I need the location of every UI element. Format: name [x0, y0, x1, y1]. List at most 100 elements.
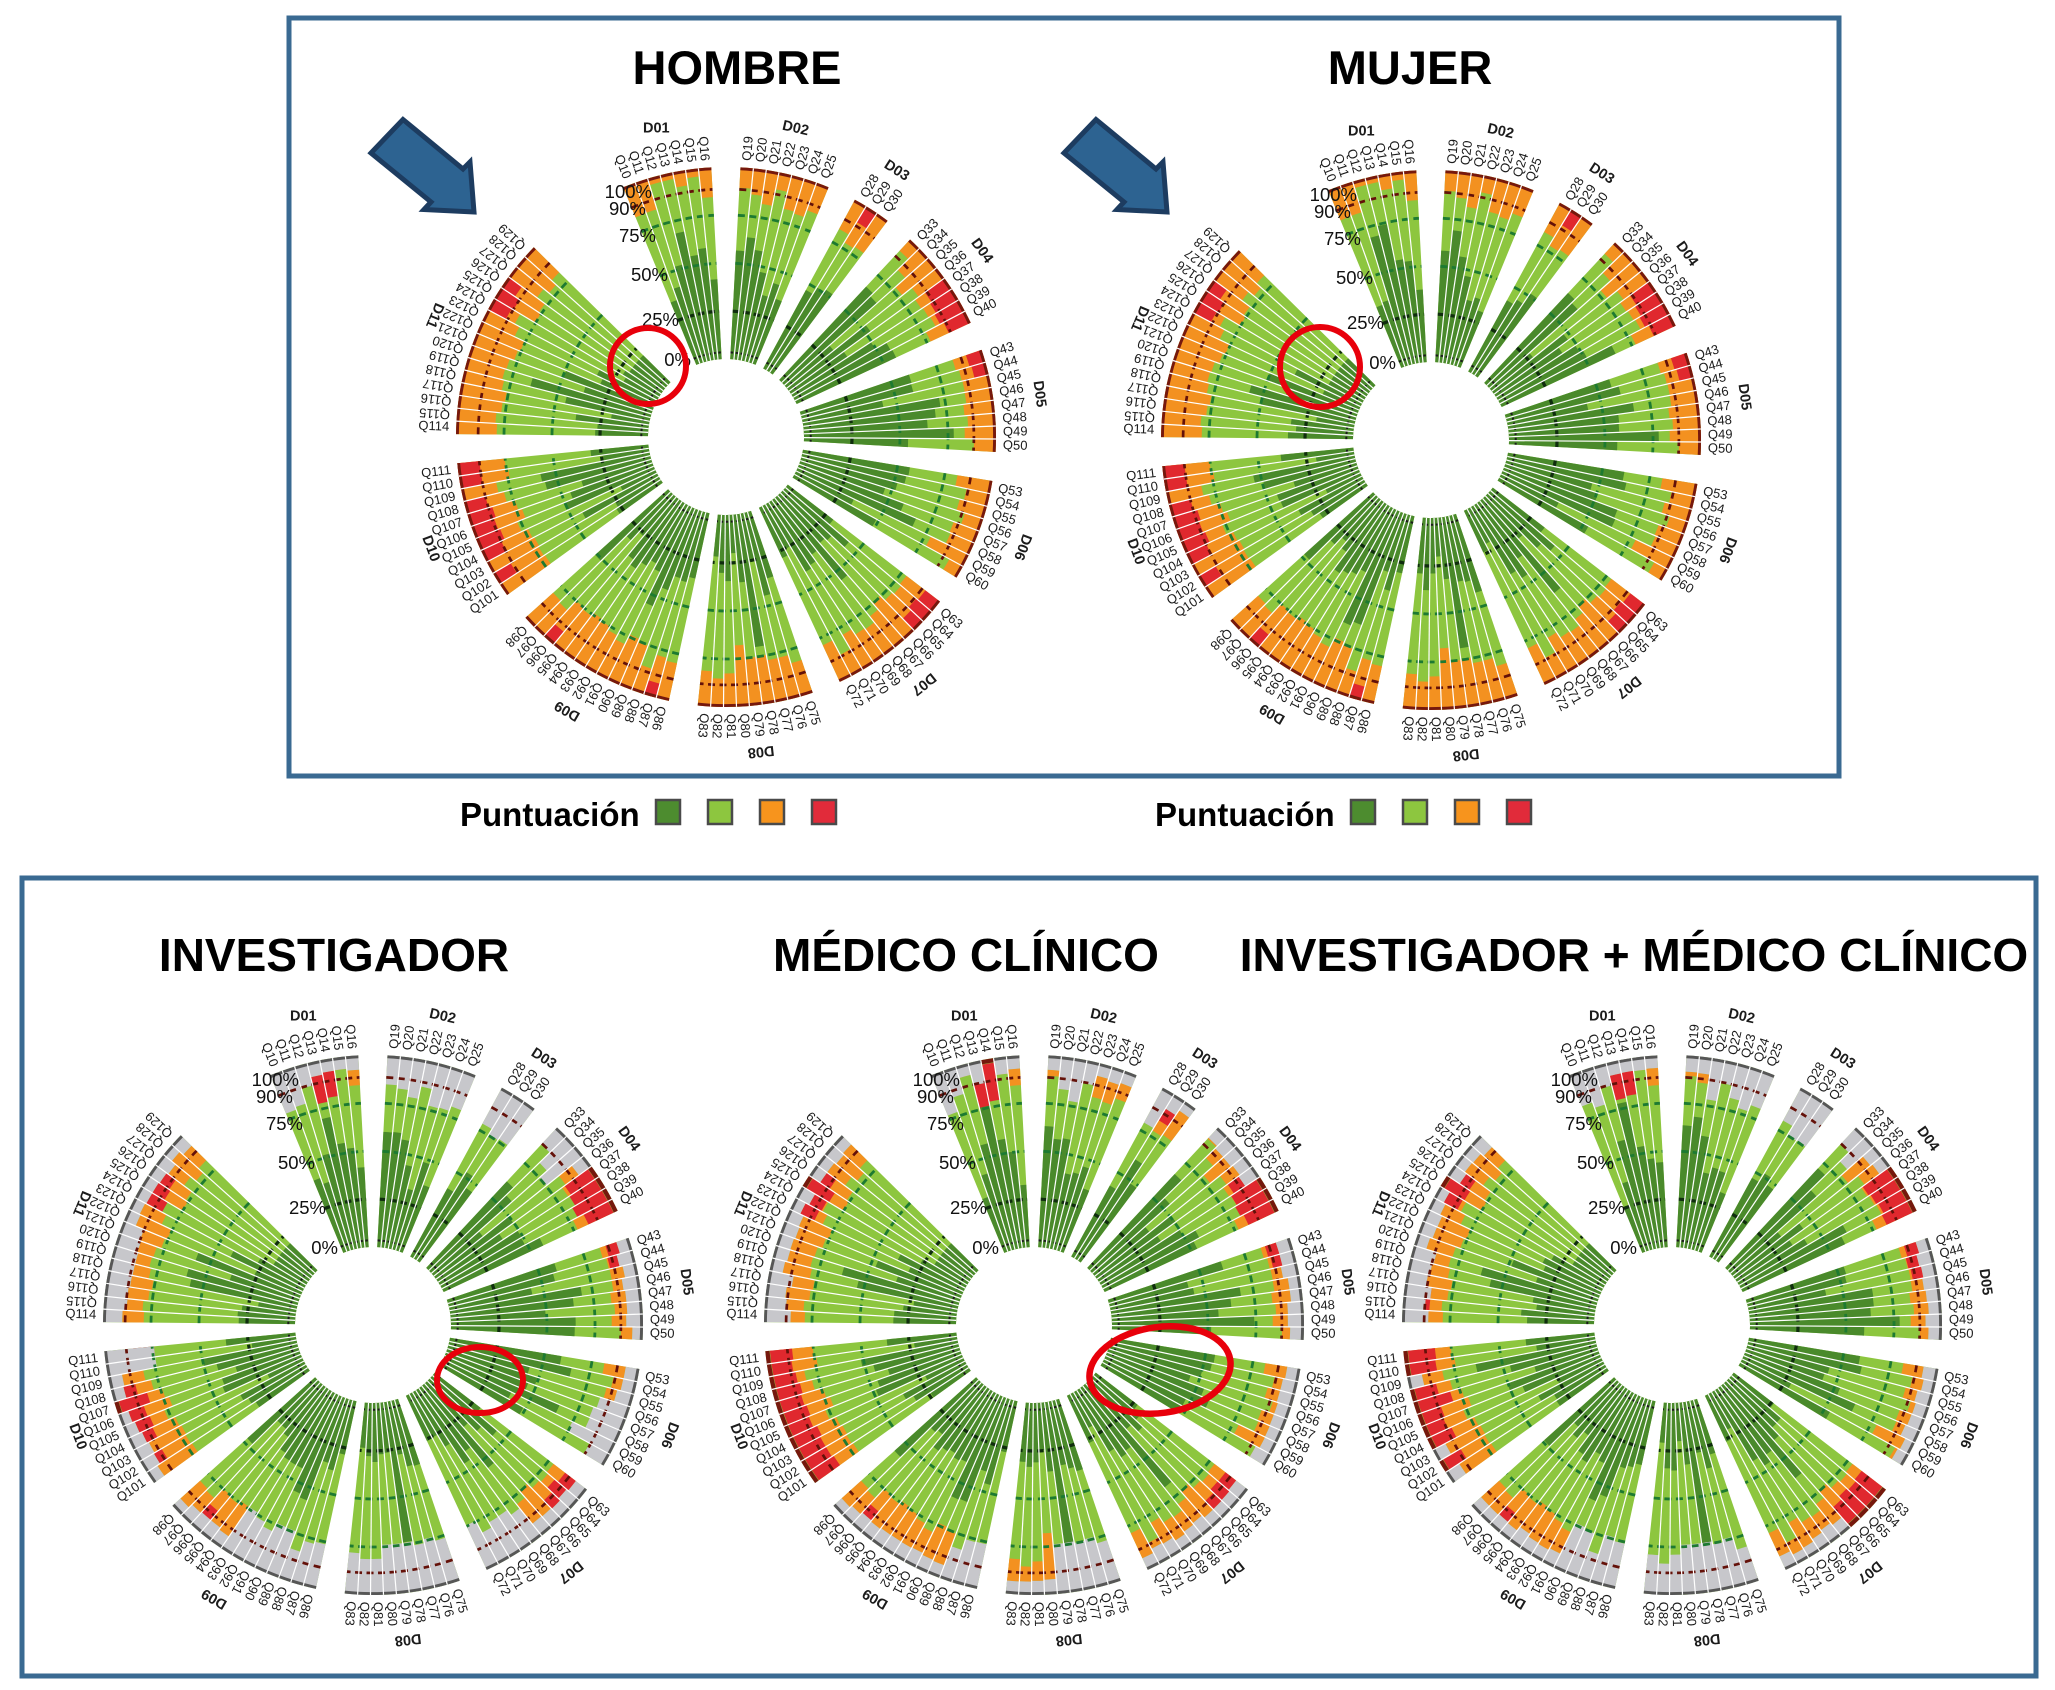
svg-text:Q47: Q47: [647, 1283, 673, 1301]
svg-text:Q11: Q11: [626, 149, 648, 176]
svg-text:Q53: Q53: [644, 1368, 671, 1387]
svg-text:Q46: Q46: [998, 380, 1025, 399]
svg-text:Q110: Q110: [68, 1363, 101, 1383]
svg-text:Q117: Q117: [422, 376, 455, 396]
svg-text:Q13: Q13: [300, 1029, 320, 1056]
svg-text:Q109: Q109: [1128, 491, 1162, 513]
svg-text:Q45: Q45: [1700, 369, 1727, 389]
svg-text:Q75: Q75: [1110, 1587, 1132, 1615]
svg-text:Q22: Q22: [779, 141, 799, 168]
svg-text:Q111: Q111: [420, 462, 451, 481]
svg-text:Q11: Q11: [934, 1037, 956, 1064]
svg-text:Q49: Q49: [1311, 1311, 1336, 1326]
svg-text:Q24: Q24: [1750, 1036, 1772, 1064]
svg-text:Q23: Q23: [1738, 1032, 1759, 1060]
svg-text:Q80: Q80: [1442, 716, 1459, 741]
svg-text:Q50: Q50: [1311, 1325, 1336, 1341]
svg-text:Q22: Q22: [1725, 1029, 1745, 1056]
svg-text:Q118: Q118: [1370, 1249, 1403, 1271]
svg-text:Q12: Q12: [286, 1032, 307, 1060]
svg-text:Q45: Q45: [1941, 1254, 1968, 1274]
svg-text:Q43: Q43: [1296, 1226, 1324, 1248]
svg-text:Q46: Q46: [1703, 383, 1730, 402]
svg-text:MÉDICO CLÍNICO: MÉDICO CLÍNICO: [773, 929, 1159, 981]
svg-text:Q80: Q80: [1683, 1601, 1700, 1626]
svg-text:Q116: Q116: [728, 1278, 761, 1297]
svg-text:Q50: Q50: [1003, 437, 1028, 453]
svg-text:Q114: Q114: [1123, 421, 1154, 437]
svg-text:50%: 50%: [939, 1152, 976, 1173]
svg-text:Q21: Q21: [1073, 1027, 1092, 1054]
svg-text:MUJER: MUJER: [1328, 41, 1493, 94]
svg-text:Q77: Q77: [1085, 1594, 1105, 1621]
svg-text:Q82: Q82: [710, 714, 726, 739]
svg-text:Q46: Q46: [645, 1268, 672, 1287]
svg-text:Q44: Q44: [639, 1240, 667, 1261]
svg-text:D05: D05: [1338, 1268, 1357, 1297]
svg-text:Q77: Q77: [1482, 709, 1502, 736]
svg-text:Q48: Q48: [649, 1297, 674, 1314]
svg-text:75%: 75%: [619, 225, 656, 246]
svg-text:Q80: Q80: [1045, 1601, 1062, 1626]
svg-text:Q83: Q83: [342, 1601, 359, 1627]
svg-text:Q48: Q48: [1948, 1297, 1973, 1314]
svg-text:Q24: Q24: [1112, 1036, 1134, 1064]
svg-text:Q76: Q76: [790, 703, 811, 731]
svg-text:Q24: Q24: [804, 148, 826, 176]
svg-text:75%: 75%: [1565, 1113, 1602, 1134]
svg-text:50%: 50%: [1577, 1152, 1614, 1173]
svg-text:Q21: Q21: [412, 1027, 431, 1054]
svg-text:Q79: Q79: [1696, 1599, 1714, 1625]
svg-text:Q43: Q43: [1934, 1226, 1962, 1248]
svg-text:Q49: Q49: [1949, 1311, 1974, 1326]
svg-text:Q77: Q77: [424, 1594, 444, 1621]
svg-text:Q48: Q48: [1707, 412, 1732, 429]
svg-text:Q76: Q76: [437, 1591, 458, 1619]
svg-text:100%: 100%: [1310, 184, 1357, 205]
svg-text:Q20: Q20: [752, 137, 770, 163]
svg-text:Q53: Q53: [1305, 1368, 1332, 1387]
svg-text:Q14: Q14: [975, 1027, 994, 1054]
svg-text:Q23: Q23: [1497, 147, 1518, 175]
svg-text:Q13: Q13: [1358, 144, 1378, 171]
svg-text:Q110: Q110: [421, 475, 454, 495]
svg-text:Q44: Q44: [992, 352, 1020, 373]
svg-text:25%: 25%: [1588, 1197, 1625, 1218]
svg-text:Q80: Q80: [737, 713, 754, 738]
svg-text:Q47: Q47: [1000, 395, 1026, 413]
svg-text:D01: D01: [1589, 1009, 1616, 1025]
svg-text:Q83: Q83: [1641, 1601, 1658, 1627]
svg-text:0%: 0%: [972, 1237, 999, 1258]
svg-text:Q116: Q116: [67, 1278, 100, 1297]
svg-text:D08: D08: [747, 742, 775, 761]
svg-text:Q87: Q87: [635, 701, 656, 729]
svg-text:Q23: Q23: [1100, 1032, 1121, 1060]
svg-text:Q109: Q109: [1369, 1376, 1403, 1398]
svg-text:Q81: Q81: [1670, 1602, 1685, 1627]
svg-text:100%: 100%: [252, 1069, 299, 1090]
svg-text:Q45: Q45: [642, 1254, 669, 1274]
svg-text:100%: 100%: [605, 181, 652, 202]
svg-text:0%: 0%: [1610, 1237, 1637, 1258]
svg-text:Q118: Q118: [71, 1249, 104, 1271]
svg-text:Q16: Q16: [343, 1024, 360, 1050]
svg-text:Q118: Q118: [424, 361, 457, 383]
svg-text:Q13: Q13: [653, 141, 673, 168]
svg-text:Q109: Q109: [70, 1376, 104, 1398]
svg-text:Q22: Q22: [1087, 1029, 1107, 1056]
svg-text:Q19: Q19: [1685, 1024, 1702, 1050]
svg-text:90%: 90%: [1555, 1086, 1592, 1107]
svg-text:Q14: Q14: [1372, 142, 1391, 169]
svg-text:Q54: Q54: [1302, 1381, 1329, 1401]
svg-text:Q111: Q111: [728, 1350, 759, 1369]
svg-text:90%: 90%: [609, 198, 646, 219]
svg-text:Q21: Q21: [1711, 1027, 1730, 1054]
svg-text:Q82: Q82: [1018, 1602, 1034, 1627]
svg-text:Q79: Q79: [750, 711, 768, 737]
svg-text:Q116: Q116: [420, 390, 453, 409]
svg-text:Q43: Q43: [988, 338, 1016, 360]
svg-text:25%: 25%: [642, 309, 679, 330]
svg-text:Q75: Q75: [1507, 702, 1529, 730]
svg-text:Q77: Q77: [1723, 1594, 1743, 1621]
svg-text:Q110: Q110: [1126, 478, 1159, 498]
